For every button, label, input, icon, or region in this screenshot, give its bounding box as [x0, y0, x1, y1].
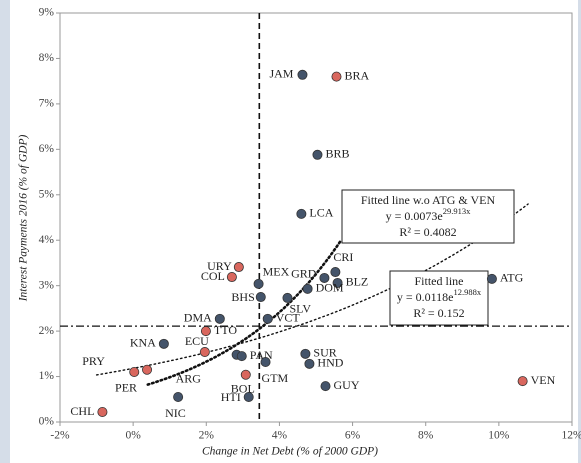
y-axis-title: Interest Payments 2016 (% of GDP)	[18, 135, 30, 303]
scatter-point	[200, 326, 211, 337]
scatter-point	[312, 149, 323, 160]
x-tick-label: 6%	[345, 430, 361, 442]
scatter-point	[486, 273, 497, 284]
point-label: NIC	[165, 406, 186, 420]
y-tick-label: 9%	[39, 7, 55, 19]
y-tick-label: 4%	[39, 234, 55, 246]
point-label: JAM	[269, 67, 293, 81]
scatter-point	[330, 267, 341, 278]
scatter-point	[226, 272, 237, 283]
x-tick-label: 10%	[488, 430, 510, 442]
equation-exponent: 12.988x	[454, 287, 482, 297]
x-tick-label: 8%	[418, 430, 434, 442]
scatter-point	[243, 392, 254, 403]
scatter-point	[253, 278, 264, 289]
x-tick-label: -2%	[50, 430, 70, 442]
x-tick-label: 4%	[272, 430, 288, 442]
scatter-point	[304, 358, 315, 369]
point-label: BRA	[344, 68, 369, 82]
trendline	[95, 203, 529, 376]
point-label: PER	[115, 380, 137, 394]
point-label: TTO	[214, 323, 237, 337]
annotation-title: Fitted line w.o ATG & VEN	[361, 193, 496, 207]
point-label: COL	[201, 269, 225, 283]
y-tick-label: 0%	[39, 416, 55, 428]
scatter-point	[97, 407, 108, 418]
point-label: KNA	[130, 336, 156, 350]
x-tick-label: 12%	[561, 430, 581, 442]
scatter-point	[199, 347, 210, 358]
point-label: CHL	[70, 404, 94, 418]
y-tick-label: 1%	[39, 370, 55, 382]
y-tick-label: 6%	[39, 143, 55, 155]
point-label: HTI	[221, 390, 241, 404]
point-label: CRI	[333, 250, 353, 264]
point-label: DOM	[316, 281, 344, 295]
scatter-point	[129, 367, 140, 378]
point-label: BOL	[231, 381, 255, 395]
scatter-point	[236, 351, 247, 362]
y-tick-label: 5%	[39, 188, 55, 200]
scatter-point	[282, 292, 293, 303]
point-label: HND	[317, 356, 343, 370]
scatter-point	[214, 313, 225, 324]
point-label: LCA	[309, 206, 333, 220]
point-label: DMA	[184, 311, 212, 325]
point-label: SUR	[313, 346, 336, 360]
y-tick-label: 8%	[39, 52, 55, 64]
scatter-point	[297, 69, 308, 80]
scatter-point	[332, 277, 343, 288]
scatter-point	[331, 71, 342, 82]
point-label: ATG	[500, 271, 524, 285]
scatter-point	[319, 272, 330, 283]
scatter-point	[240, 369, 251, 380]
trendline	[146, 238, 343, 386]
scatter-point	[517, 376, 528, 387]
point-label: GTM	[262, 371, 289, 385]
point-label: BHS	[231, 290, 254, 304]
x-tick-label: 2%	[199, 430, 215, 442]
point-label: BLZ	[346, 275, 369, 289]
equation-base: y = 0.0118e	[397, 290, 454, 304]
point-label: BRB	[325, 147, 349, 161]
point-label: MEX	[263, 265, 290, 279]
annotation-r2: R² = 0.152	[413, 306, 464, 320]
scatter-point	[320, 381, 331, 392]
point-label: GRD	[291, 267, 317, 281]
point-label: VEN	[531, 373, 556, 387]
y-tick-label: 7%	[39, 98, 55, 110]
scatter-point	[173, 392, 184, 403]
point-label: ECU	[185, 334, 209, 348]
plot-frame	[59, 12, 573, 423]
scatter-point	[142, 364, 153, 375]
annotation-equation: y = 0.0073e29.913x	[386, 206, 471, 223]
equation-exponent: 29.913x	[443, 206, 471, 216]
annotation-box	[341, 189, 515, 244]
point-label: URY	[207, 259, 232, 273]
annotation-equation: y = 0.0118e12.988x	[397, 287, 482, 304]
scatter-point	[262, 313, 273, 324]
scatter-point	[260, 357, 271, 368]
point-label: SLV	[289, 302, 311, 316]
x-tick-label: 0%	[125, 430, 141, 442]
annotation-title: Fitted line	[415, 274, 464, 288]
scatter-point	[255, 292, 266, 303]
annotation-box	[389, 270, 489, 326]
equation-base: y = 0.0073e	[386, 209, 443, 223]
point-label: GUY	[334, 378, 360, 392]
point-label: ARG	[176, 371, 202, 385]
scatter-point	[296, 208, 307, 219]
scatter-point	[300, 348, 311, 359]
point-label: VCT	[276, 311, 301, 325]
y-tick-label: 3%	[39, 279, 55, 291]
point-label: PRY	[82, 354, 105, 368]
annotation-r2: R² = 0.4082	[399, 225, 456, 239]
scatter-point	[158, 338, 169, 349]
x-axis-title: Change in Net Debt (% of 2000 GDP)	[202, 446, 378, 458]
y-tick-label: 2%	[39, 325, 55, 337]
scatter-point	[233, 262, 244, 273]
scatter-point	[302, 283, 313, 294]
